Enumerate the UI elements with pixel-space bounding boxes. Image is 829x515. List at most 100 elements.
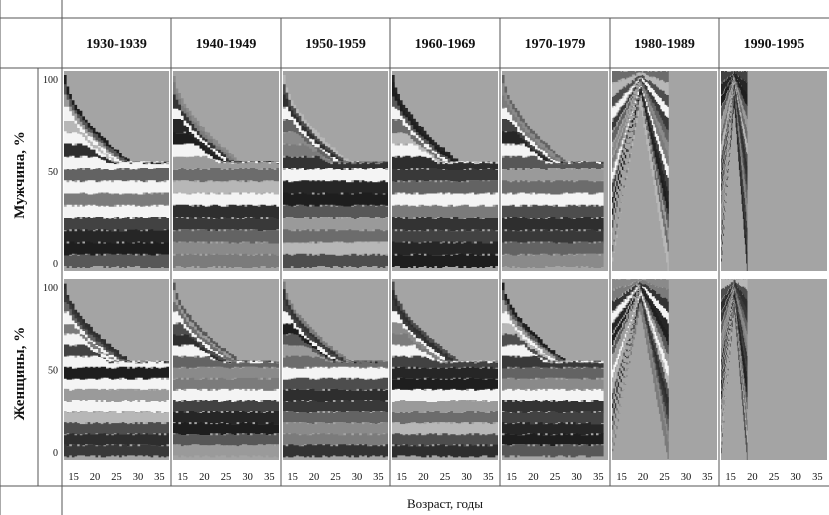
stacked-area-band (612, 279, 669, 291)
unfilled-region (747, 279, 827, 460)
y-tick-label: 0 (53, 448, 58, 459)
stacked-area-band (612, 85, 669, 172)
x-tick-label: 25 (440, 472, 451, 483)
x-tick-label: 20 (199, 472, 210, 483)
stacked-area-band (721, 294, 748, 405)
stacked-area-band (612, 284, 669, 326)
stacked-area-band (502, 333, 604, 363)
x-tick-label: 30 (790, 472, 801, 483)
stacked-area-band (392, 192, 498, 207)
stacked-area-band (64, 94, 169, 165)
panel-male-1970-1979 (502, 71, 608, 271)
stacked-area-band (392, 355, 498, 369)
stacked-area-band (283, 253, 388, 268)
row-label: Мужчина, % (12, 131, 28, 219)
stacked-area-band (283, 192, 388, 207)
y-tick-label: 0 (53, 259, 58, 270)
stacked-area-band (173, 229, 279, 244)
stacked-area-band (502, 377, 604, 391)
column-headers: 1930-1939 1940-1949 1950-1959 1960-1969 1970… (86, 37, 804, 52)
stacked-area-band (173, 344, 279, 364)
x-tick-label: 35 (373, 472, 384, 483)
panel-female-1930-1939 (64, 279, 169, 460)
x-tick-label: 35 (812, 472, 823, 483)
stacked-area-band (173, 253, 279, 268)
stacked-area-band (612, 289, 669, 359)
stacked-area-band (283, 333, 388, 363)
stacked-area-band (721, 298, 748, 414)
stacked-area-band (64, 422, 169, 436)
stacked-area-band (173, 422, 279, 436)
stacked-area-band (173, 334, 279, 363)
stacked-area-band (64, 180, 169, 195)
stacked-area-band (173, 155, 279, 170)
stacked-area-band (392, 132, 498, 164)
stacked-area-band (283, 399, 388, 414)
x-tick-label: 30 (352, 472, 363, 483)
stacked-area-band (173, 355, 279, 369)
stacked-area-band (64, 168, 169, 183)
stacked-area-band (392, 344, 498, 364)
stacked-area-band (721, 286, 748, 336)
stacked-area-band (721, 279, 748, 303)
stacked-area-band (64, 84, 169, 165)
stacked-area-band (392, 241, 498, 256)
stacked-area-band (64, 411, 169, 425)
stacked-area-band (612, 86, 669, 197)
stacked-area-band (721, 84, 748, 172)
panel-female-1950-1959 (283, 279, 388, 460)
stacked-area-band (64, 192, 169, 207)
stacked-area-band (392, 377, 498, 391)
stacked-area-band (502, 366, 604, 380)
stacked-area-band (721, 77, 748, 134)
stacked-area-band (392, 168, 498, 183)
y-tick-label: 100 (43, 283, 58, 294)
stacked-area-band (612, 280, 669, 303)
x-tick-label: 15 (68, 472, 79, 483)
stacked-area-band (392, 143, 498, 165)
stacked-area-band (64, 388, 169, 402)
stacked-area-band (721, 88, 748, 210)
stacked-area-band (64, 355, 169, 369)
stacked-area-band (392, 204, 498, 219)
stacked-area-band (173, 241, 279, 256)
stacked-area-band (173, 143, 279, 165)
stacked-area-band (612, 298, 669, 416)
stacked-area-band (392, 366, 498, 380)
stacked-area-band (612, 74, 669, 109)
stacked-area-band (502, 253, 604, 268)
x-tick-labels: 15 20 25 30 35 15 20 25 30 35 15 20 25 30 35 15 20 25 30 35… (68, 472, 822, 483)
y-tick-labels: 100 50 0 100 50 0 (43, 75, 58, 459)
stacked-area-band (612, 82, 669, 159)
x-tick-label: 15 (396, 472, 407, 483)
stacked-area-band (64, 399, 169, 414)
stacked-area-band (721, 82, 748, 159)
stacked-area-band (173, 168, 279, 183)
stacked-area-band (283, 281, 388, 366)
stacked-area-band (612, 295, 669, 404)
x-tick-label: 30 (461, 472, 472, 483)
panel-male-1980-1989 (612, 71, 717, 271)
stacked-area-band (173, 192, 279, 207)
stacked-area-band (283, 241, 388, 256)
stacked-area-band (64, 253, 169, 268)
stacked-area-band (283, 411, 388, 425)
x-tick-label: 20 (528, 472, 539, 483)
stacked-area-band (502, 155, 604, 170)
stacked-area-band (283, 217, 388, 232)
x-tick-label: 30 (133, 472, 144, 483)
x-tick-label: 15 (506, 472, 517, 483)
stacked-area-band (173, 433, 279, 447)
stacked-area-band (502, 241, 604, 256)
stacked-area-band (392, 96, 498, 165)
stacked-area-band (283, 433, 388, 447)
stacked-area-band (502, 399, 604, 414)
x-tick-label: 35 (593, 472, 604, 483)
stacked-area-band (612, 282, 669, 314)
x-tick-label: 25 (659, 472, 670, 483)
x-tick-label: 20 (309, 472, 320, 483)
stacked-area-band (721, 293, 748, 382)
column-header: 1950-1959 (305, 37, 366, 52)
stacked-area-band (173, 388, 279, 402)
